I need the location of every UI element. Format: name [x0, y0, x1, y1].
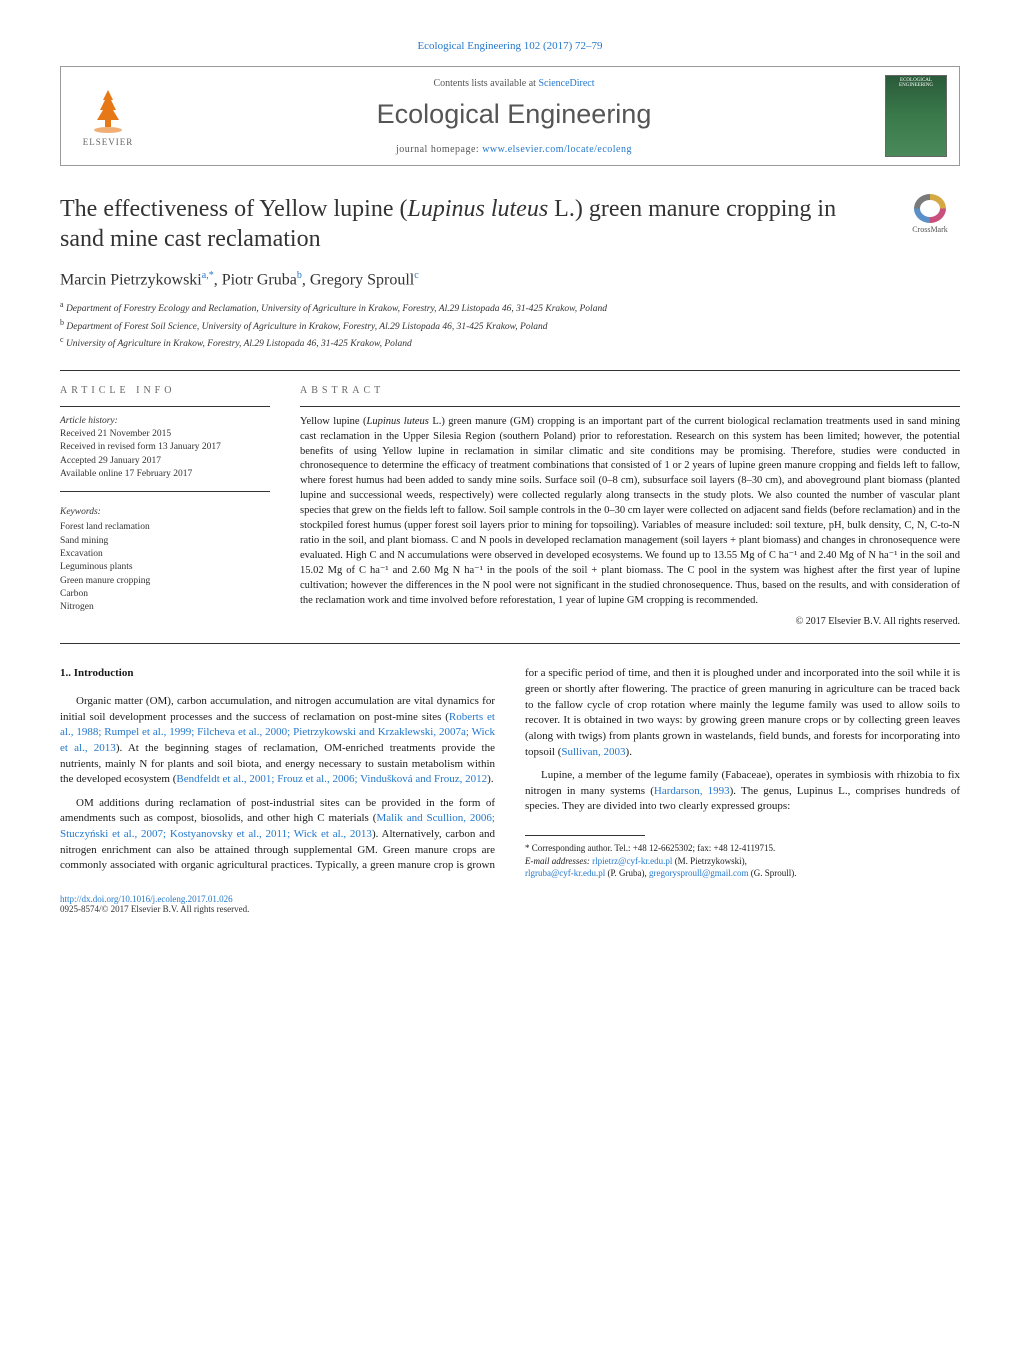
- article-info-column: ARTICLE INFO Article history: Received 2…: [60, 385, 270, 628]
- journal-cover-thumbnail: ECOLOGICAL ENGINEERING: [885, 75, 947, 157]
- title-pre: The effectiveness of Yellow lupine (: [60, 196, 407, 222]
- p2-c: ).: [626, 746, 632, 758]
- abstract-divider: [300, 406, 960, 407]
- footnotes: * Corresponding author. Tel.: +48 12-662…: [525, 842, 960, 880]
- affiliation-a: a Department of Forestry Ecology and Rec…: [60, 299, 960, 316]
- divider-2: [60, 643, 960, 644]
- keyword-6: Carbon: [60, 588, 270, 601]
- elsevier-label: ELSEVIER: [83, 137, 134, 147]
- abstract-column: ABSTRACT Yellow lupine (Lupinus luteus L…: [300, 385, 960, 628]
- homepage-prefix: journal homepage:: [396, 144, 482, 155]
- article-info-label: ARTICLE INFO: [60, 385, 270, 396]
- aff-text-c: University of Agriculture in Krakow, For…: [64, 339, 412, 349]
- citation-link-4[interactable]: Sullivan, 2003: [561, 746, 625, 758]
- cover-label: ECOLOGICAL ENGINEERING: [888, 78, 944, 88]
- contents-line: Contents lists available at ScienceDirec…: [143, 78, 885, 89]
- copyright-line: © 2017 Elsevier B.V. All rights reserved…: [300, 616, 960, 627]
- abstract-body: L.) green manure (GM) cropping is an imp…: [300, 416, 960, 606]
- corresponding-author-note: * Corresponding author. Tel.: +48 12-662…: [525, 842, 960, 855]
- intro-paragraph-3: Lupine, a member of the legume family (F…: [525, 768, 960, 815]
- contents-prefix: Contents lists available at: [433, 78, 538, 89]
- history-accepted: Accepted 29 January 2017: [60, 455, 270, 468]
- author-3-sup: c: [414, 270, 418, 281]
- history-received: Received 21 November 2015: [60, 428, 270, 441]
- elsevier-logo: ELSEVIER: [73, 77, 143, 155]
- keywords-divider: [60, 491, 270, 492]
- keyword-4: Leguminous plants: [60, 561, 270, 574]
- page-footer: http://dx.doi.org/10.1016/j.ecoleng.2017…: [60, 894, 960, 914]
- abstract-pre: Yellow lupine (: [300, 416, 367, 427]
- email-name-1: (M. Pietrzykowski),: [672, 856, 747, 866]
- aff-text-a: Department of Forestry Ecology and Recla…: [64, 304, 607, 314]
- abstract-text: Yellow lupine (Lupinus luteus L.) green …: [300, 415, 960, 609]
- p1-a: Organic matter (OM), carbon accumulation…: [60, 695, 495, 723]
- body-text: 1.. Introduction Organic matter (OM), ca…: [60, 666, 960, 879]
- email-name-3: (G. Sproull).: [749, 868, 797, 878]
- journal-reference: Ecological Engineering 102 (2017) 72–79: [60, 40, 960, 52]
- footnote-separator: [525, 835, 645, 836]
- intro-heading: 1.. Introduction: [60, 666, 495, 682]
- footer-left: http://dx.doi.org/10.1016/j.ecoleng.2017…: [60, 894, 249, 914]
- crossmark-label: CrossMark: [912, 225, 948, 234]
- elsevier-tree-icon: [83, 85, 133, 135]
- doi-link[interactable]: http://dx.doi.org/10.1016/j.ecoleng.2017…: [60, 894, 233, 904]
- authors: Marcin Pietrzykowskia,*, Piotr Grubab, G…: [60, 270, 960, 289]
- intro-paragraph-1: Organic matter (OM), carbon accumulation…: [60, 694, 495, 788]
- divider: [60, 370, 960, 371]
- crossmark-icon: [914, 194, 946, 223]
- article-history: Article history: Received 21 November 20…: [60, 415, 270, 615]
- crossmark-badge[interactable]: CrossMark: [900, 194, 960, 234]
- email-name-2: (P. Gruba),: [605, 868, 649, 878]
- keyword-3: Excavation: [60, 548, 270, 561]
- title-species: Lupinus luteus: [407, 196, 548, 222]
- citation-link-5[interactable]: Hardarson, 1993: [654, 785, 730, 797]
- author-1: Marcin Pietrzykowski: [60, 271, 202, 288]
- email-link-2[interactable]: rlgruba@cyf-kr.edu.pl: [525, 868, 605, 878]
- keyword-7: Nitrogen: [60, 601, 270, 614]
- homepage-line: journal homepage: www.elsevier.com/locat…: [143, 144, 885, 155]
- keyword-1: Forest land reclamation: [60, 521, 270, 534]
- affiliation-b: b Department of Forest Soil Science, Uni…: [60, 317, 960, 334]
- info-divider: [60, 406, 270, 407]
- sciencedirect-link[interactable]: ScienceDirect: [538, 78, 594, 89]
- history-revised: Received in revised form 13 January 2017: [60, 441, 270, 454]
- article-title: The effectiveness of Yellow lupine (Lupi…: [60, 194, 900, 254]
- abstract-label: ABSTRACT: [300, 385, 960, 396]
- affiliations: a Department of Forestry Ecology and Rec…: [60, 299, 960, 351]
- author-2: , Piotr Gruba: [214, 271, 297, 288]
- aff-text-b: Department of Forest Soil Science, Unive…: [64, 322, 548, 332]
- affiliation-c: c University of Agriculture in Krakow, F…: [60, 334, 960, 351]
- email-link-1[interactable]: rlpietrz@cyf-kr.edu.pl: [592, 856, 672, 866]
- p1-c: ).: [487, 773, 493, 785]
- email-line: E-mail addresses: rlpietrz@cyf-kr.edu.pl…: [525, 855, 960, 880]
- keywords-head: Keywords:: [60, 506, 270, 519]
- citation-link-2[interactable]: Bendfeldt et al., 2001; Frouz et al., 20…: [176, 773, 487, 785]
- keyword-5: Green manure cropping: [60, 575, 270, 588]
- author-1-sup: a,*: [202, 270, 214, 281]
- journal-title: Ecological Engineering: [143, 99, 885, 130]
- keyword-2: Sand mining: [60, 535, 270, 548]
- header-center: Contents lists available at ScienceDirec…: [143, 78, 885, 155]
- history-online: Available online 17 February 2017: [60, 468, 270, 481]
- abstract-species: Lupinus luteus: [367, 416, 429, 427]
- author-3: , Gregory Sproull: [302, 271, 414, 288]
- history-head: Article history:: [60, 415, 270, 428]
- journal-header-box: ELSEVIER Contents lists available at Sci…: [60, 66, 960, 166]
- email-label: E-mail addresses:: [525, 856, 592, 866]
- email-link-3[interactable]: gregorysproull@gmail.com: [649, 868, 749, 878]
- homepage-link[interactable]: www.elsevier.com/locate/ecoleng: [482, 144, 632, 155]
- issn-line: 0925-8574/© 2017 Elsevier B.V. All right…: [60, 904, 249, 914]
